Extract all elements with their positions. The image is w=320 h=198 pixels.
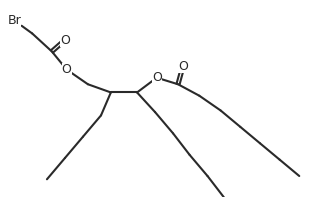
Text: Br: Br	[7, 14, 21, 27]
Text: O: O	[152, 71, 162, 84]
Text: O: O	[178, 60, 188, 73]
Text: O: O	[60, 33, 70, 47]
Text: O: O	[62, 63, 72, 76]
